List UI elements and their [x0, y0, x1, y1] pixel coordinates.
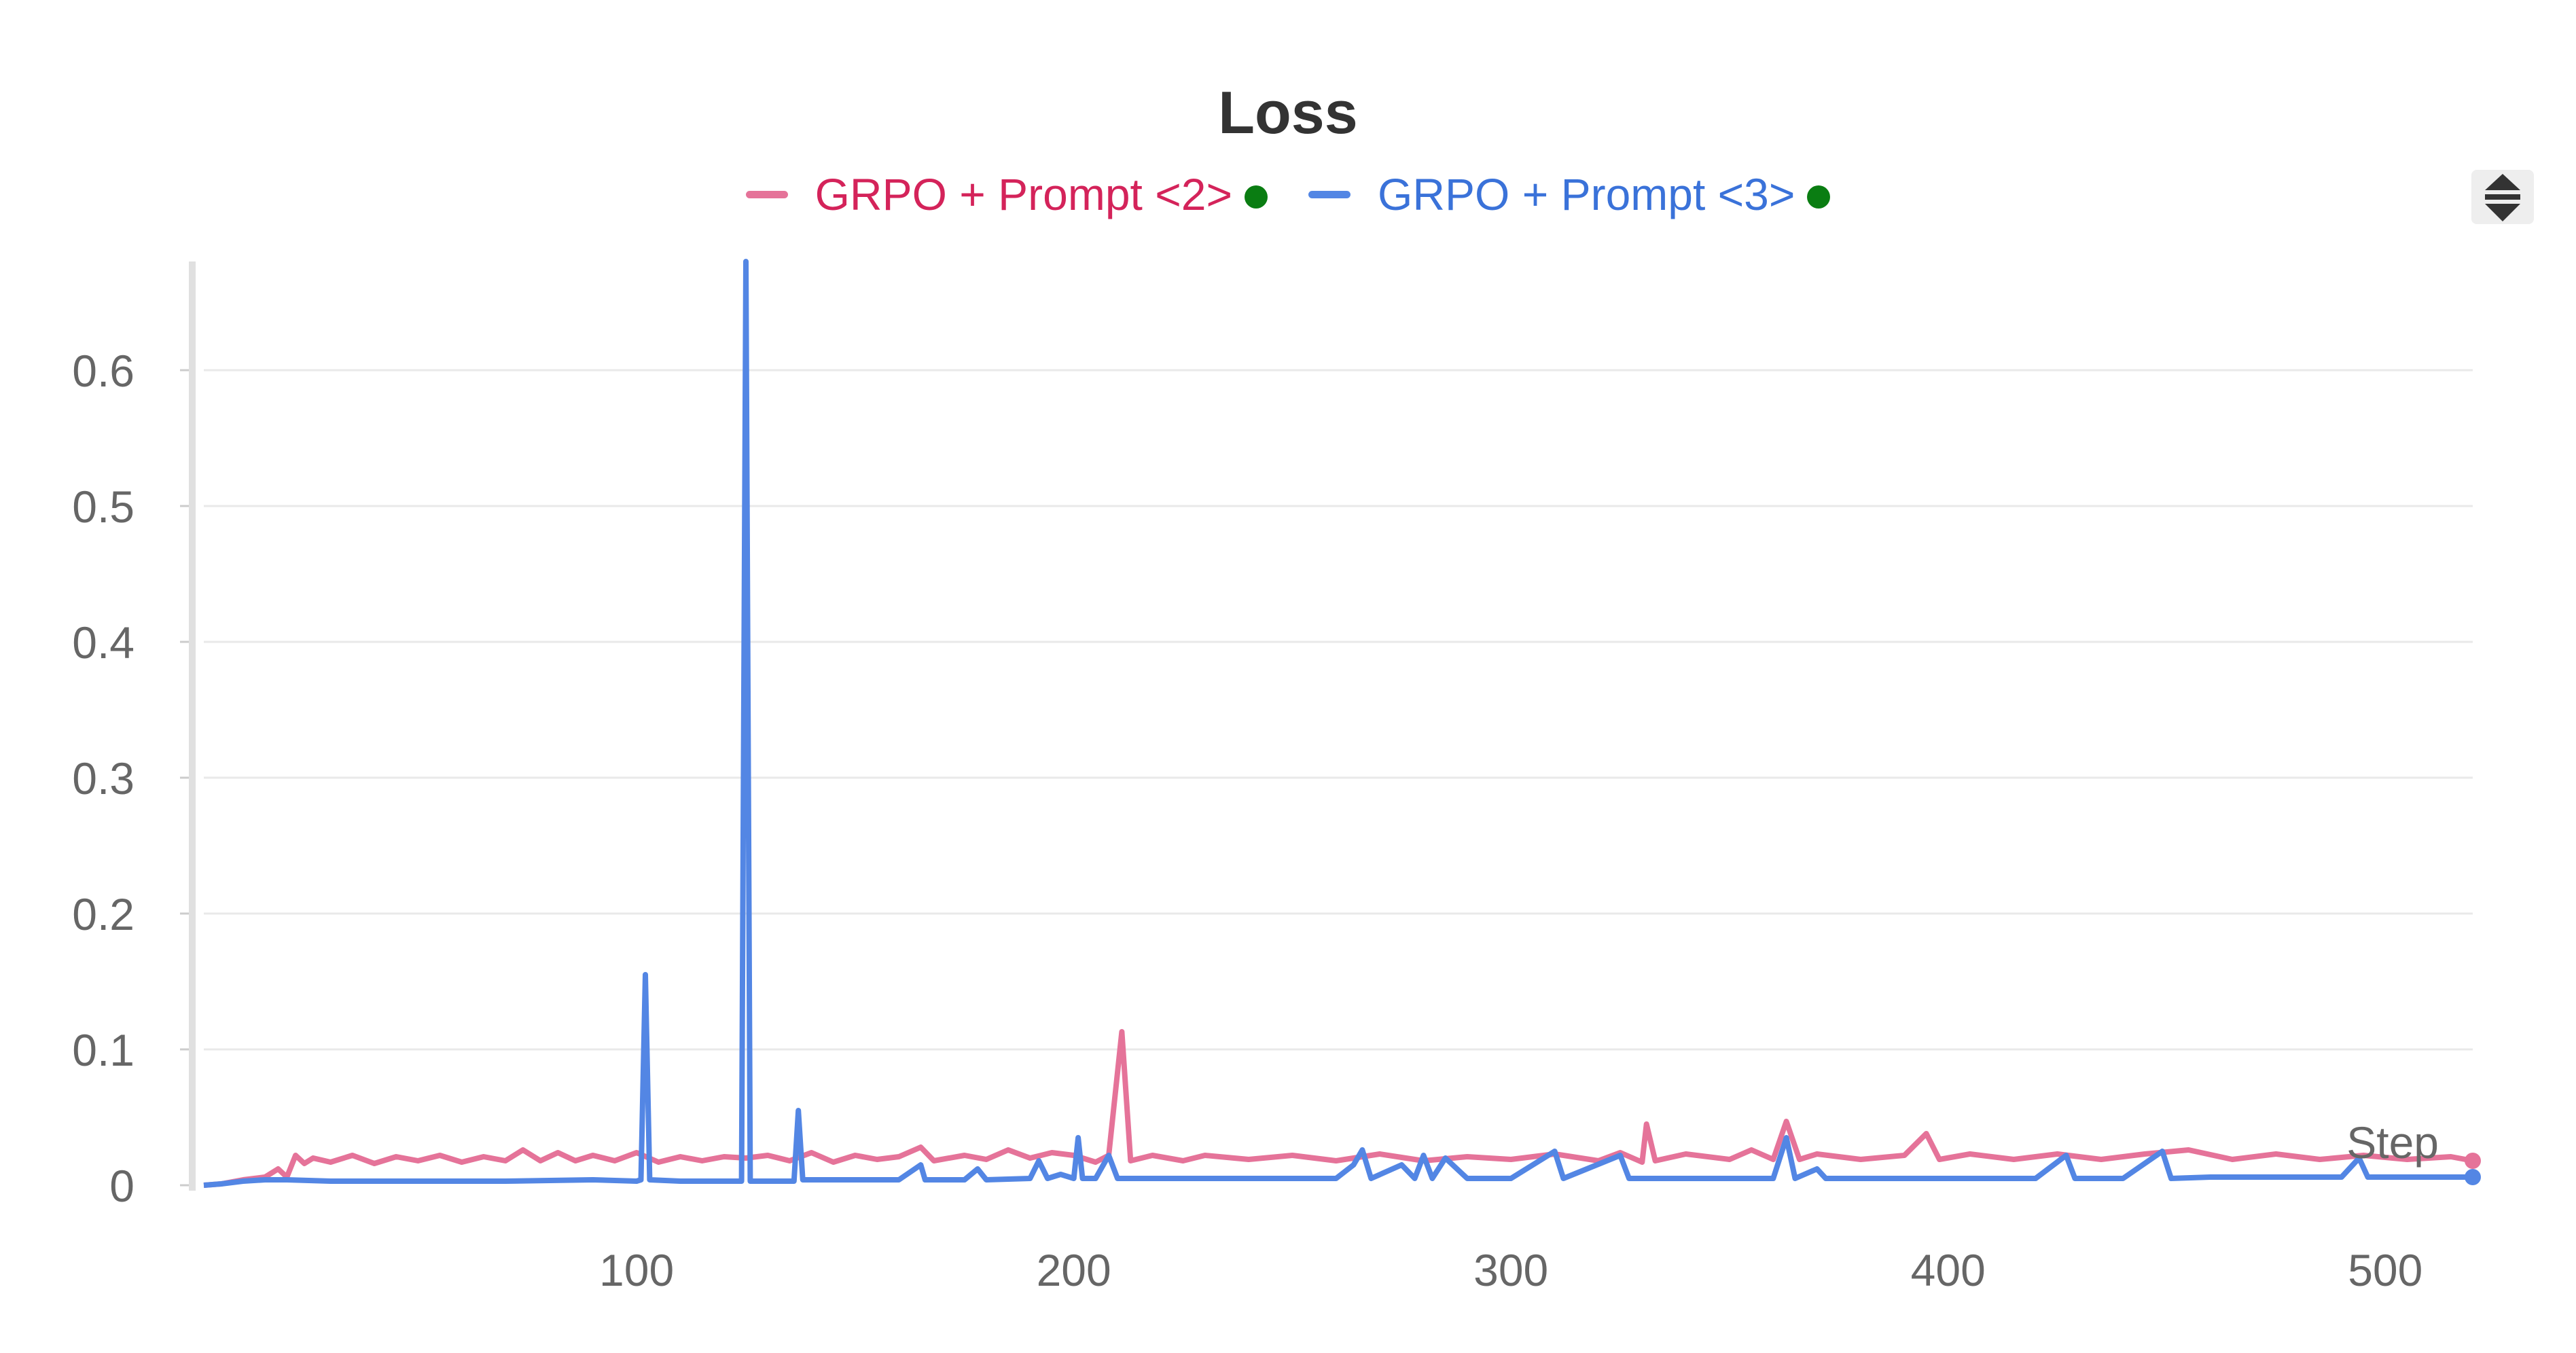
- axes: 0 0.1 0.2 0.3 0.4 0.5 0.6 100 200 300 400 500: [72, 261, 2422, 1295]
- status-dot-icon: [1807, 185, 1831, 209]
- up-down-arrows-icon: [2485, 174, 2520, 221]
- legend-label: GRPO + Prompt <2>: [815, 169, 1232, 219]
- legend-scroll-toggle-button[interactable]: [2471, 170, 2534, 224]
- status-dot-icon: [1245, 185, 1268, 209]
- legend-item-series-1[interactable]: GRPO + Prompt <3>: [1308, 168, 1831, 220]
- x-tick-label: 400: [1911, 1245, 1986, 1295]
- y-tick-label: 0.3: [72, 753, 135, 804]
- x-tick-label: 100: [599, 1245, 674, 1295]
- y-tick-label: 0: [109, 1161, 135, 1211]
- legend-swatch: [745, 190, 788, 198]
- x-axis-label: Step: [2346, 1117, 2439, 1168]
- legend-item-series-0[interactable]: GRPO + Prompt <2>: [745, 168, 1268, 220]
- series-endpoint-0: [2465, 1153, 2481, 1169]
- y-tick-label: 0.4: [72, 617, 135, 668]
- grid-lines: [204, 369, 2473, 1051]
- series-line-0[interactable]: [203, 1029, 2473, 1188]
- y-tick-label: 0.2: [72, 889, 135, 939]
- legend-label: GRPO + Prompt <3>: [1378, 169, 1795, 219]
- x-tick-label: 500: [2348, 1245, 2422, 1295]
- y-tick-label: 0.6: [72, 346, 135, 396]
- y-tick-label: 0.5: [72, 482, 135, 532]
- series-endpoint-1: [2465, 1169, 2481, 1185]
- x-tick-label: 200: [1037, 1245, 1111, 1295]
- series-line-1[interactable]: [203, 259, 2473, 1188]
- chart-title: Loss: [1218, 79, 1358, 146]
- series-lines: [203, 259, 2481, 1188]
- legend: GRPO + Prompt <2> GRPO + Prompt <3>: [0, 168, 2576, 220]
- y-tick-label: 0.1: [72, 1025, 135, 1075]
- legend-swatch: [1308, 190, 1350, 198]
- x-tick-label: 300: [1473, 1245, 1548, 1295]
